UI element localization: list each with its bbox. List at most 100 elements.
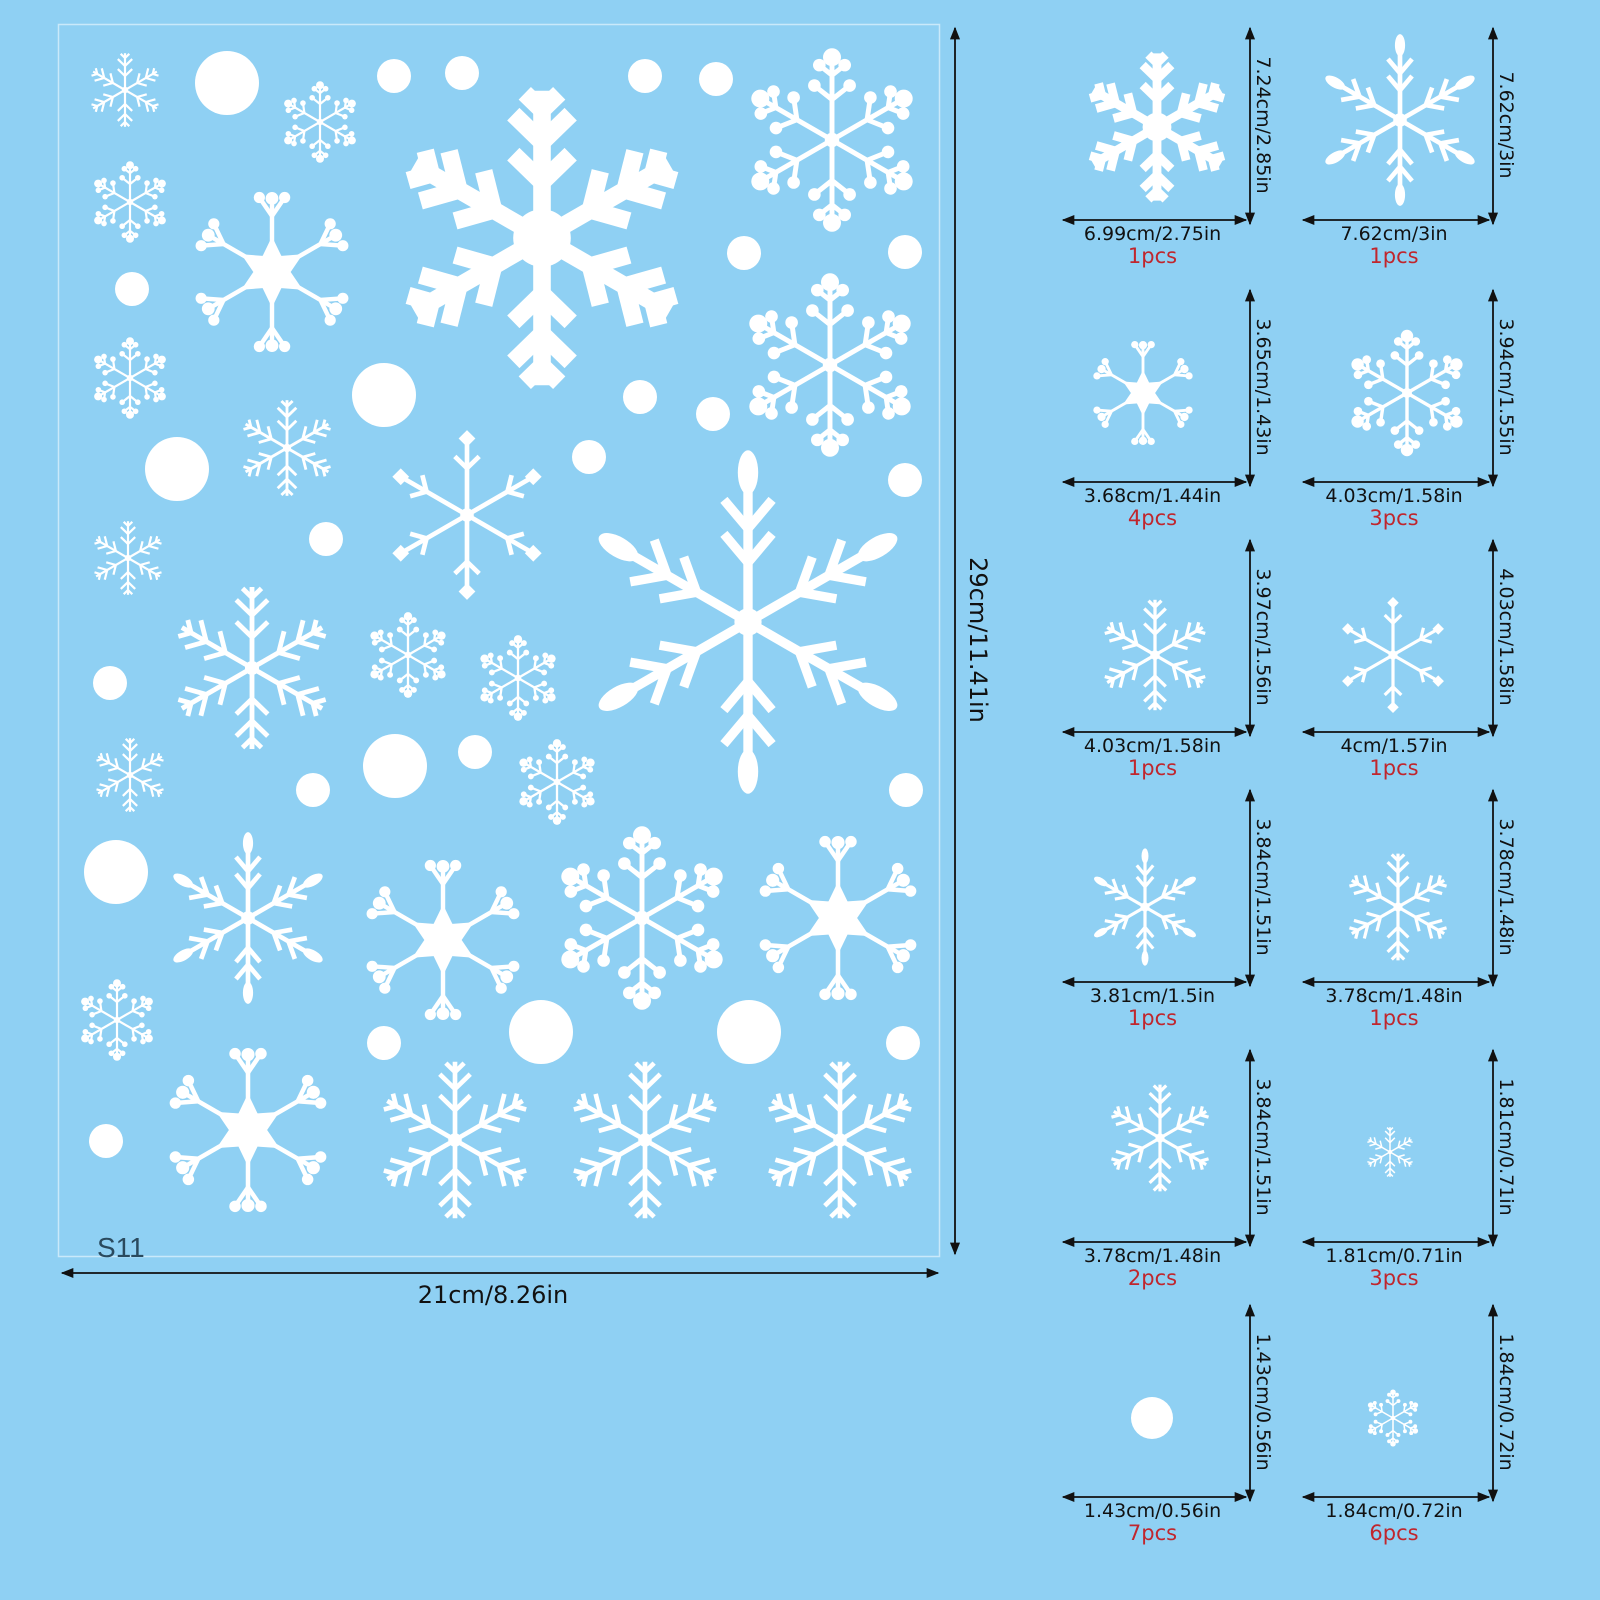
item-quantity: 1pcs — [1127, 1006, 1178, 1030]
dot-icon — [509, 1000, 573, 1064]
dot-icon — [458, 735, 492, 769]
item-quantity: 1pcs — [1127, 756, 1178, 780]
snowflake-icon — [96, 738, 164, 812]
dot-icon — [309, 522, 343, 556]
dot-icon — [363, 734, 427, 798]
sticker-sheet — [57, 23, 941, 1258]
snowflake-icon — [195, 191, 349, 353]
item-height-label: 7.24cm/2.85in — [1252, 56, 1274, 194]
item-width-label: 4cm/1.57in — [1340, 735, 1448, 757]
sheet-width-label: 21cm/8.26in — [417, 1281, 569, 1309]
item-height-label: 3.84cm/1.51in — [1252, 818, 1274, 956]
dot-icon — [696, 397, 730, 431]
snowflake-icon — [91, 53, 159, 127]
dot-icon — [886, 1026, 920, 1060]
item-quantity: 1pcs — [1127, 244, 1178, 268]
item-width-label: 4.03cm/1.58in — [1083, 735, 1222, 757]
dot-icon — [623, 380, 657, 414]
dot-icon — [727, 236, 761, 270]
snowflake-icon — [177, 586, 327, 750]
snowflake-icon — [370, 612, 446, 698]
snowflake-icon — [169, 1047, 327, 1213]
item-quantity: 3pcs — [1369, 1266, 1419, 1290]
item-quantity: 2pcs — [1127, 1266, 1178, 1290]
snowflake-icon — [1094, 848, 1196, 966]
snowflake-icon — [1351, 329, 1463, 457]
dot-icon — [888, 463, 922, 497]
snowflake-icon — [1111, 1084, 1209, 1192]
dot-icon — [367, 1026, 401, 1060]
snowflake-icon — [1342, 597, 1444, 713]
item-width-label: 3.81cm/1.5in — [1089, 985, 1216, 1007]
dot-icon — [628, 59, 662, 93]
item-height-label: 3.97cm/1.56in — [1252, 568, 1274, 706]
snowflake-icon — [519, 739, 595, 825]
dot-icon — [296, 773, 330, 807]
item-quantity: 6pcs — [1369, 1521, 1419, 1545]
item-height-label: 1.43cm/0.56in — [1252, 1333, 1274, 1471]
sheet-code: S11 — [97, 1232, 145, 1263]
item-height-label: 3.94cm/1.55in — [1495, 318, 1517, 456]
snowflake-icon — [94, 521, 162, 595]
snowflake-icon — [573, 1061, 717, 1219]
item-quantity: 1pcs — [1369, 756, 1419, 780]
item-width-label: 1.81cm/0.71in — [1325, 1245, 1463, 1267]
item-quantity: 4pcs — [1127, 506, 1178, 530]
snowflake-icon — [366, 859, 520, 1021]
dot-icon — [352, 363, 416, 427]
item-width-label: 3.78cm/1.48in — [1325, 985, 1463, 1007]
dot-icon — [93, 666, 127, 700]
snowflake-icon — [480, 635, 556, 721]
snowflake-icon — [759, 835, 917, 1001]
snowflake-icon — [405, 86, 679, 390]
item-height-label: 7.62cm/3in — [1495, 71, 1517, 179]
snowflake-icon — [1367, 1127, 1413, 1177]
item-width-label: 1.84cm/0.72in — [1325, 1500, 1463, 1522]
snowflake-icon — [243, 399, 331, 497]
snowflake-icon — [598, 450, 898, 794]
dot-icon — [84, 840, 148, 904]
item-height-label: 1.81cm/0.71in — [1495, 1078, 1517, 1216]
snowflake-icon — [94, 337, 166, 419]
dot-icon — [377, 59, 411, 93]
dot-icon — [889, 773, 923, 807]
dot-icon — [89, 1124, 123, 1158]
snowflake-icon — [284, 81, 356, 163]
snowflake-icon — [749, 273, 911, 457]
dot-icon — [145, 437, 209, 501]
dot-icon — [699, 62, 733, 96]
snowflake-icon — [1093, 340, 1193, 446]
snowflake-icon — [751, 48, 913, 232]
snowflake-icon — [768, 1061, 912, 1219]
item-height-label: 4.03cm/1.58in — [1495, 568, 1517, 706]
snowflake-icon — [1349, 853, 1447, 961]
item-width-label: 6.99cm/2.75in — [1083, 223, 1222, 245]
dot-icon — [717, 1000, 781, 1064]
item-height-label: 1.84cm/0.72in — [1495, 1333, 1517, 1471]
snowflake-icon — [392, 430, 542, 600]
item-width-label: 3.68cm/1.44in — [1083, 485, 1222, 507]
item-quantity: 1pcs — [1369, 244, 1419, 268]
item-quantity: 7pcs — [1127, 1521, 1178, 1545]
dot-icon — [195, 51, 259, 115]
dot-icon — [572, 440, 606, 474]
item-width-label: 3.78cm/1.48in — [1083, 1245, 1222, 1267]
item-height-label: 3.78cm/1.48in — [1495, 818, 1517, 956]
snowflake-icon — [1325, 34, 1475, 206]
dot-icon — [115, 272, 149, 306]
snowflake-icon — [1104, 599, 1206, 711]
item-width-label: 4.03cm/1.58in — [1325, 485, 1463, 507]
item-height-label: 3.65cm/1.43in — [1252, 318, 1274, 456]
item-quantity: 1pcs — [1369, 1006, 1419, 1030]
snowflake-icon — [81, 979, 153, 1061]
item-quantity: 3pcs — [1369, 506, 1419, 530]
dot-icon — [445, 56, 479, 90]
dot-icon — [1131, 1397, 1173, 1439]
snowflake-icon — [1367, 1389, 1419, 1447]
sheet-height-label: 29cm/11.41in — [964, 557, 992, 723]
item-width-label: 7.62cm/3in — [1340, 223, 1448, 245]
snowflake-icon — [1088, 51, 1226, 203]
snowflake-icon — [173, 832, 323, 1004]
snowflake-icon — [94, 161, 166, 243]
